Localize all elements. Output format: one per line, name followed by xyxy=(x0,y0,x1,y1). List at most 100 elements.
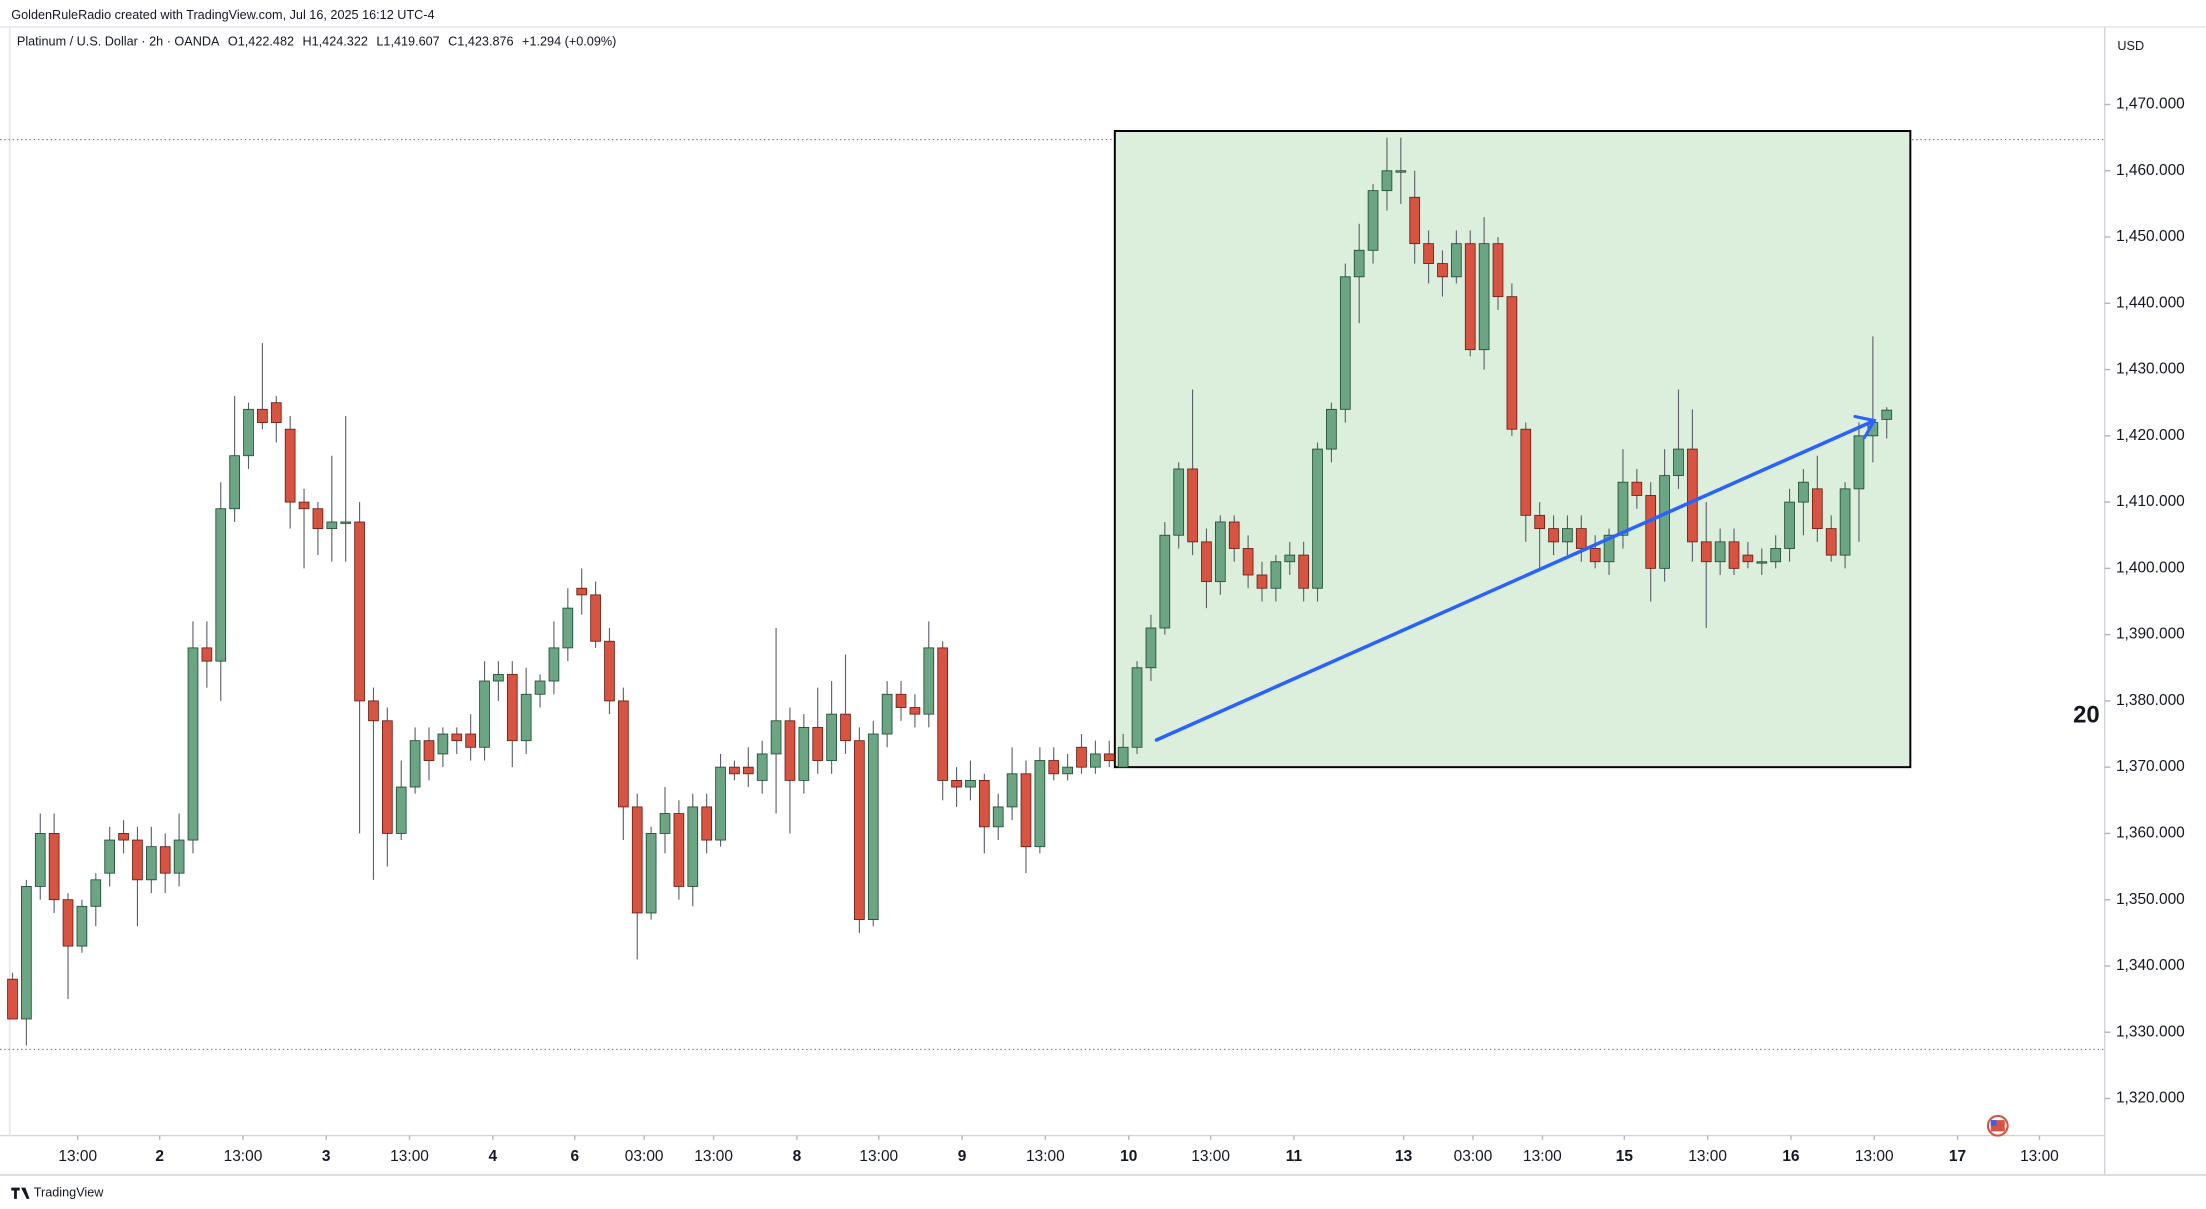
x-tick-label: 6 xyxy=(570,1148,579,1165)
candle-body xyxy=(923,647,935,715)
candle-body xyxy=(1798,481,1809,503)
legend-title: Platinum / U.S. Dollar · 2h · OANDA xyxy=(17,35,220,49)
candle-body xyxy=(118,833,129,841)
candle-body xyxy=(840,713,851,742)
x-tick-label: 13:00 xyxy=(1855,1148,1894,1165)
candle-body xyxy=(1395,170,1407,173)
candle-body xyxy=(534,680,546,695)
candle-body xyxy=(1353,249,1365,278)
candle-body xyxy=(1437,263,1448,278)
y-tick-label: 1,420.000 xyxy=(2116,427,2185,444)
x-tick-label: 11 xyxy=(1286,1148,1303,1165)
candle-body xyxy=(1575,528,1587,549)
candle-body xyxy=(1423,243,1434,264)
candle-body xyxy=(451,733,463,742)
candle-body xyxy=(1853,435,1865,490)
candle-body xyxy=(854,740,865,920)
candle-body xyxy=(784,720,796,781)
x-tick-label: 03:00 xyxy=(1454,1148,1493,1165)
candle-body xyxy=(62,899,74,947)
candle-body xyxy=(1742,554,1754,563)
candle-body xyxy=(659,813,671,834)
candle-body xyxy=(1201,541,1212,583)
y-tick-label: 1,340.000 xyxy=(2116,957,2185,974)
x-tick-label: 15 xyxy=(1616,1148,1634,1165)
candle-body xyxy=(687,806,699,887)
candle-body xyxy=(1409,196,1421,245)
flag-icon[interactable] xyxy=(1986,1114,2009,1137)
candle-body xyxy=(1881,409,1893,420)
candle-body xyxy=(1659,475,1670,569)
candle-body xyxy=(1381,170,1393,192)
candle-body xyxy=(590,594,601,642)
x-tick-label: 3 xyxy=(322,1148,331,1165)
flag-canton[interactable] xyxy=(1990,1120,1997,1126)
candle-body xyxy=(284,428,296,503)
x-tick-label: 10 xyxy=(1120,1148,1137,1165)
legend-value: +1.294 (+0.09%) xyxy=(522,35,616,49)
candle-body xyxy=(1256,574,1268,589)
candle-body xyxy=(132,839,143,881)
x-tick-label: 13:00 xyxy=(390,1148,429,1165)
candle-body xyxy=(298,501,310,510)
y-tick-label: 1,430.000 xyxy=(2116,361,2185,378)
candle-body xyxy=(812,726,824,761)
candle-body xyxy=(479,680,490,748)
candle-body xyxy=(965,779,976,788)
candle-body xyxy=(618,700,629,808)
x-tick-label: 13:00 xyxy=(694,1148,733,1165)
candle-body xyxy=(229,455,240,510)
y-tick-label: 1,350.000 xyxy=(2116,891,2185,908)
candle-body xyxy=(1117,746,1129,768)
candle-body xyxy=(1492,243,1504,298)
candle-body xyxy=(48,833,60,901)
y-tick-label: 1,440.000 xyxy=(2116,294,2185,311)
candle-body xyxy=(715,766,726,841)
creator-text: GoldenRuleRadio created with TradingView… xyxy=(11,8,434,22)
chart-legend: Platinum / U.S. Dollar · 2h · OANDA O1,42… xyxy=(17,35,616,49)
candle-body xyxy=(1728,541,1740,569)
candle-body xyxy=(1589,548,1601,563)
candle-body xyxy=(756,753,768,781)
flag-body[interactable] xyxy=(1990,1120,2005,1132)
candle-body xyxy=(1617,481,1629,536)
x-tick-label: 2 xyxy=(155,1148,164,1165)
candle-body xyxy=(423,740,435,761)
legend-value: H1,424.322 xyxy=(302,35,367,49)
candle-body xyxy=(1298,554,1309,589)
x-tick-label: 03:00 xyxy=(625,1148,664,1165)
candle-body xyxy=(1548,528,1559,543)
candle-body xyxy=(1131,667,1143,748)
candle-body xyxy=(1603,534,1615,563)
highlight-box xyxy=(1113,130,1912,769)
y-tick-label: 1,400.000 xyxy=(2116,559,2185,576)
candle-body xyxy=(548,647,560,682)
y-tick-label: 1,390.000 xyxy=(2116,626,2185,643)
y-tick-label: 1,360.000 xyxy=(2116,825,2185,842)
legend-value: L1,419.607 xyxy=(376,35,439,49)
candle-body xyxy=(673,813,685,887)
candle-body xyxy=(465,733,476,748)
candle-body xyxy=(1103,753,1115,761)
candle-body xyxy=(1228,521,1240,549)
candle-body xyxy=(1811,488,1823,530)
candle-body xyxy=(742,766,754,775)
candle-body xyxy=(1159,534,1171,629)
candle-body xyxy=(7,978,18,1020)
candle-body xyxy=(1020,773,1032,848)
candle-body xyxy=(506,673,518,742)
x-tick-label: 13:00 xyxy=(1026,1148,1065,1165)
candle-body xyxy=(992,806,1004,828)
candle-body xyxy=(1464,243,1476,351)
candle-body xyxy=(770,720,782,755)
candle-body xyxy=(395,786,407,834)
x-tick-label: 13:00 xyxy=(58,1148,97,1165)
x-tick-label: 13:00 xyxy=(1523,1148,1562,1165)
candle-body xyxy=(1673,448,1684,477)
y-tick-label: 1,330.000 xyxy=(2116,1023,2185,1040)
y-tick-label: 1,470.000 xyxy=(2116,96,2185,113)
candle-body xyxy=(312,508,324,530)
candle-body xyxy=(257,408,268,424)
candle-body xyxy=(951,779,962,788)
x-tick-label: 13:00 xyxy=(2020,1148,2059,1165)
